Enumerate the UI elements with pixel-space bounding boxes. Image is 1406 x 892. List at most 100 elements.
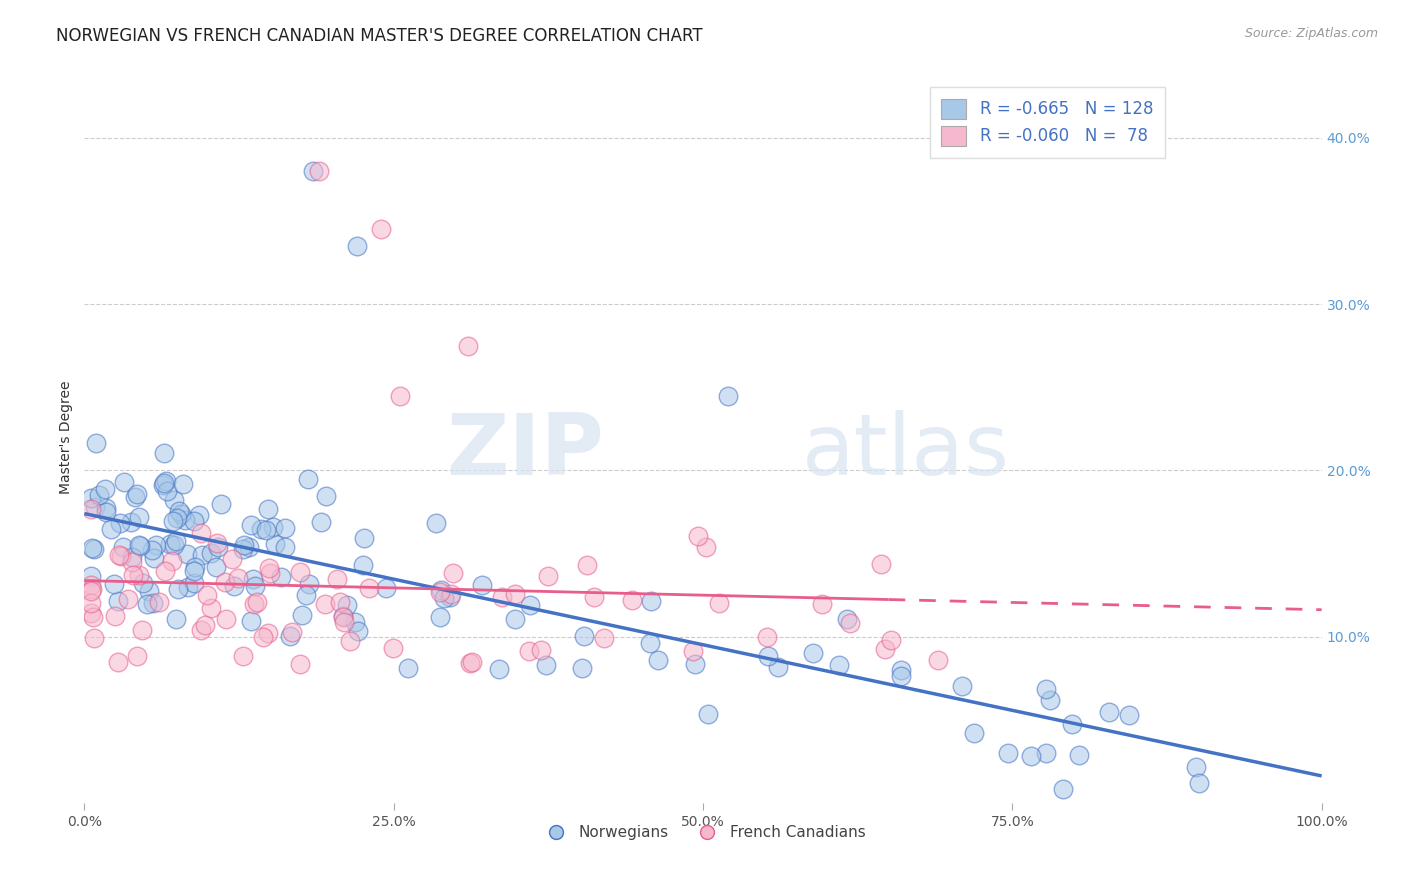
Point xyxy=(243,597,266,611)
Point xyxy=(131,623,153,637)
Point xyxy=(191,548,214,562)
Point xyxy=(519,644,541,658)
Point xyxy=(84,500,107,514)
Point xyxy=(536,658,558,673)
Point xyxy=(1118,708,1140,723)
Point xyxy=(388,388,411,402)
Point xyxy=(294,588,316,602)
Point xyxy=(298,576,321,591)
Point xyxy=(214,575,236,590)
Point xyxy=(357,581,380,595)
Point xyxy=(576,558,599,572)
Point xyxy=(441,566,464,580)
Point xyxy=(503,612,526,626)
Point xyxy=(592,631,614,645)
Point xyxy=(352,558,374,572)
Point xyxy=(124,490,146,504)
Point xyxy=(121,555,143,569)
Point xyxy=(232,538,254,552)
Point xyxy=(228,571,250,585)
Point xyxy=(457,338,479,352)
Point xyxy=(621,592,644,607)
Point xyxy=(107,594,129,608)
Point xyxy=(950,679,973,693)
Point xyxy=(195,588,218,602)
Point xyxy=(280,625,302,640)
Point xyxy=(1019,749,1042,764)
Point xyxy=(200,546,222,560)
Point xyxy=(167,582,190,597)
Point xyxy=(117,591,139,606)
Point xyxy=(963,726,986,740)
Point xyxy=(270,569,292,583)
Point xyxy=(232,541,254,556)
Point xyxy=(695,541,717,555)
Point xyxy=(183,575,205,590)
Point xyxy=(458,656,481,670)
Point xyxy=(84,436,107,450)
Point xyxy=(156,483,179,498)
Point xyxy=(997,746,1019,760)
Point xyxy=(582,590,605,604)
Point xyxy=(890,663,912,677)
Point xyxy=(873,642,896,657)
Point xyxy=(828,657,851,672)
Point xyxy=(165,612,187,626)
Text: Source: ZipAtlas.com: Source: ZipAtlas.com xyxy=(1244,27,1378,40)
Point xyxy=(370,222,392,236)
Point xyxy=(188,508,211,523)
Point xyxy=(165,534,187,549)
Point xyxy=(162,514,184,528)
Point xyxy=(207,540,229,554)
Point xyxy=(880,632,903,647)
Point xyxy=(204,560,226,574)
Point xyxy=(717,388,740,402)
Point xyxy=(297,472,319,486)
Point xyxy=(314,597,336,611)
Point xyxy=(257,626,280,640)
Point xyxy=(103,576,125,591)
Point xyxy=(183,564,205,578)
Point xyxy=(194,618,217,632)
Point xyxy=(209,497,232,511)
Point xyxy=(83,631,105,645)
Point xyxy=(250,522,273,536)
Point xyxy=(79,491,101,506)
Point xyxy=(890,668,912,682)
Text: ZIP: ZIP xyxy=(446,410,605,493)
Point xyxy=(128,568,150,582)
Point xyxy=(79,502,101,516)
Point xyxy=(1052,782,1074,797)
Point xyxy=(640,594,662,608)
Point xyxy=(172,477,194,491)
Point xyxy=(1035,746,1057,760)
Point xyxy=(243,579,266,593)
Point xyxy=(240,517,263,532)
Point xyxy=(572,629,595,643)
Point xyxy=(471,578,494,592)
Point xyxy=(122,568,145,582)
Point xyxy=(274,520,297,534)
Point xyxy=(83,542,105,557)
Point xyxy=(87,488,110,502)
Point xyxy=(838,615,860,630)
Point xyxy=(382,640,405,655)
Point xyxy=(519,598,541,612)
Point xyxy=(346,624,368,639)
Point xyxy=(683,657,706,671)
Point xyxy=(398,660,420,674)
Point xyxy=(141,542,163,557)
Point xyxy=(801,646,824,660)
Point xyxy=(142,550,165,565)
Point xyxy=(112,540,135,554)
Point xyxy=(79,584,101,599)
Point xyxy=(110,549,132,564)
Point xyxy=(170,507,193,521)
Text: NORWEGIAN VS FRENCH CANADIAN MASTER'S DEGREE CORRELATION CHART: NORWEGIAN VS FRENCH CANADIAN MASTER'S DE… xyxy=(56,27,703,45)
Point xyxy=(108,549,131,563)
Point xyxy=(79,568,101,582)
Point xyxy=(128,538,150,552)
Point xyxy=(252,630,274,644)
Point xyxy=(162,554,184,568)
Point xyxy=(638,636,661,650)
